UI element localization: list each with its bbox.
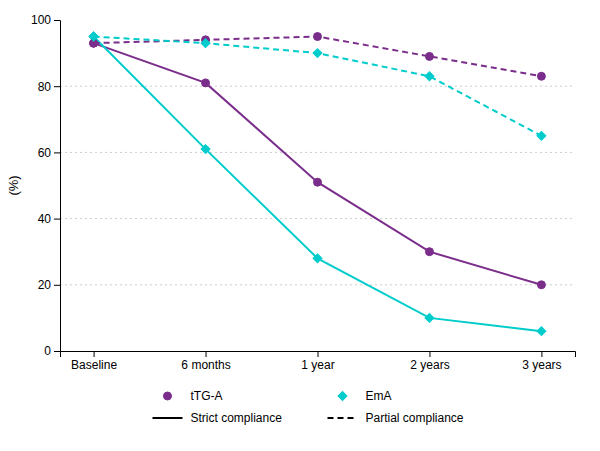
legend-item: tTG-A: [164, 389, 223, 403]
series-marker: [425, 52, 433, 60]
series-marker: [537, 131, 546, 140]
x-tick-label: 1 year: [301, 358, 334, 372]
series-marker: [89, 32, 98, 41]
y-tick-mark: [54, 20, 60, 21]
y-axis-line: [54, 21, 61, 352]
x-tick-mark: [318, 351, 319, 357]
data-area: [89, 32, 546, 336]
x-tick-label: 6 months: [181, 358, 230, 372]
legend-item: EmA: [338, 389, 391, 403]
legend-marker: [338, 392, 347, 401]
series-marker: [313, 49, 322, 58]
x-tick-mark: [429, 351, 430, 357]
y-tick: 60: [38, 146, 60, 160]
x-tick-label: Baseline: [71, 358, 117, 372]
y-tick-mark: [54, 86, 60, 87]
y-tick-label: 0: [44, 344, 51, 358]
y-tick-label: 100: [31, 13, 51, 27]
legend-label: Partial compliance: [366, 411, 464, 425]
grid-line: [60, 218, 575, 219]
series-marker: [89, 32, 98, 41]
x-tick-label: 3 years: [522, 358, 561, 372]
x-tick: 6 months: [181, 351, 230, 372]
series-marker: [314, 33, 322, 41]
y-tick-label: 60: [38, 146, 52, 160]
series-marker: [314, 178, 322, 186]
series-line: [94, 37, 542, 136]
series-line: [94, 37, 542, 332]
y-tick-label: 80: [38, 80, 52, 94]
series-marker: [202, 79, 210, 87]
plot: Baseline 6 months 1 year 2 years 3 years 0 20 4…: [6, 13, 576, 371]
legend-item: Partial compliance: [328, 411, 464, 425]
legend: tTG-A Strict compliance EmA Partial complia…: [153, 389, 464, 425]
y-tick-mark: [54, 152, 60, 153]
y-axis-title: (%): [6, 175, 21, 195]
series-line: [94, 37, 542, 77]
x-tick: Baseline: [71, 351, 117, 372]
series-marker: [425, 313, 434, 322]
legend-label: Strict compliance: [191, 411, 283, 425]
legend-item: Strict compliance: [153, 411, 283, 425]
y-tick: 0: [44, 344, 60, 358]
chart: Baseline 6 months 1 year 2 years 3 years 0 20 4…: [0, 0, 600, 451]
series-line: [94, 43, 542, 285]
y-tick: 80: [38, 80, 60, 94]
y-tick: 100: [31, 13, 60, 27]
x-tick-mark: [94, 351, 95, 357]
x-axis: Baseline 6 months 1 year 2 years 3 years: [61, 351, 576, 372]
y-tick-label: 40: [38, 212, 52, 226]
series-marker: [313, 254, 322, 263]
series-marker: [425, 72, 434, 81]
legend-marker: [164, 392, 172, 400]
series-marker: [201, 145, 210, 154]
legend-label: tTG-A: [191, 389, 223, 403]
y-tick-mark: [54, 219, 60, 220]
x-tick: 3 years: [522, 351, 561, 372]
series-marker: [201, 39, 210, 48]
series-marker: [537, 281, 545, 289]
x-tick-label: 2 years: [410, 358, 449, 372]
legend-line: [328, 417, 358, 419]
legend-line: [153, 417, 183, 419]
series-marker: [537, 327, 546, 336]
grid-line: [60, 284, 575, 285]
grid: [60, 86, 575, 285]
series-marker: [537, 72, 545, 80]
y-tick: 20: [38, 278, 60, 292]
x-tick: 1 year: [301, 351, 334, 372]
grid-line: [60, 152, 575, 153]
x-tick-mark: [206, 351, 207, 357]
y-tick-mark: [54, 351, 60, 352]
legend-label: EmA: [366, 389, 392, 403]
y-axis: 0 20 40 60 80 100: [31, 13, 61, 358]
x-axis-line: [61, 352, 576, 358]
x-tick-mark: [541, 351, 542, 357]
series-marker: [425, 248, 433, 256]
x-tick: 2 years: [410, 351, 449, 372]
y-tick-mark: [54, 285, 60, 286]
grid-line: [60, 86, 575, 87]
y-tick: 40: [38, 212, 60, 226]
y-tick-label: 20: [38, 278, 52, 292]
